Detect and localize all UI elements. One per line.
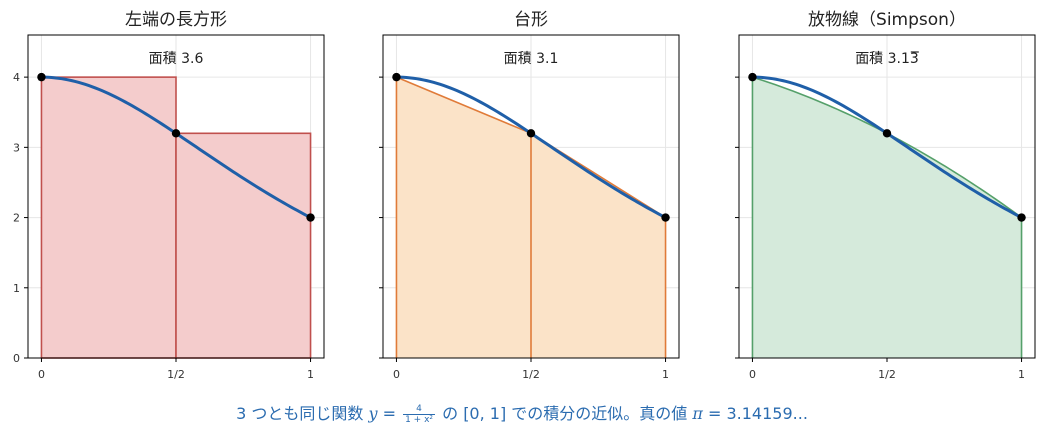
x-tick-label: 1/2 (878, 368, 896, 381)
panel-simpson: 0 1/2 1 放物線（Simpson） 面積 3.13 (735, 10, 1036, 381)
caption-mid: の [0, 1] での積分の近似。真の値 (437, 404, 693, 423)
sample-point (882, 129, 892, 138)
y-tick-label: 3 (13, 141, 20, 154)
area-label: 面積 3.1 (504, 51, 559, 67)
sample-point (392, 72, 401, 82)
sample-point (748, 72, 757, 82)
parabola-fill (752, 77, 1022, 358)
x-tick-label: 1/2 (522, 368, 540, 381)
caption-prefix: 3 つとも同じ関数 (236, 404, 369, 423)
sample-point (171, 129, 181, 138)
caption-y-var: y (368, 404, 378, 423)
y-tick-label: 0 (13, 352, 20, 365)
panel-title: 左端の長方形 (125, 10, 227, 30)
area-label: 面積 3.6 (149, 51, 204, 67)
panel-title: 放物線（Simpson） (808, 10, 966, 30)
x-tick-label: 0 (749, 368, 756, 381)
x-tick-label: 1/2 (167, 368, 185, 381)
sample-point (306, 213, 315, 222)
x-tick-label: 1 (1018, 368, 1025, 381)
area-label: 面積 3.13 (855, 51, 919, 67)
panel-title: 台形 (514, 10, 548, 30)
caption-frac-denominator: 1 + x² (405, 415, 434, 425)
sample-point (1017, 213, 1026, 222)
x-tick-label: 0 (393, 368, 400, 381)
caption-pi: π (692, 404, 703, 423)
x-tick-label: 1 (307, 368, 314, 381)
sample-point (526, 129, 536, 138)
rectangle-bar (175, 132, 312, 359)
y-tick-label: 4 (13, 71, 20, 84)
caption-equals: = (377, 404, 402, 423)
sample-point (37, 72, 46, 82)
sample-point (661, 213, 670, 222)
y-tick-label: 2 (13, 212, 20, 225)
caption-frac-numerator: 4 (403, 404, 436, 415)
x-tick-label: 1 (662, 368, 669, 381)
y-tick-label: 1 (13, 282, 20, 295)
caption-pi-value: = 3.14159... (702, 404, 808, 423)
x-tick-label: 0 (38, 368, 45, 381)
